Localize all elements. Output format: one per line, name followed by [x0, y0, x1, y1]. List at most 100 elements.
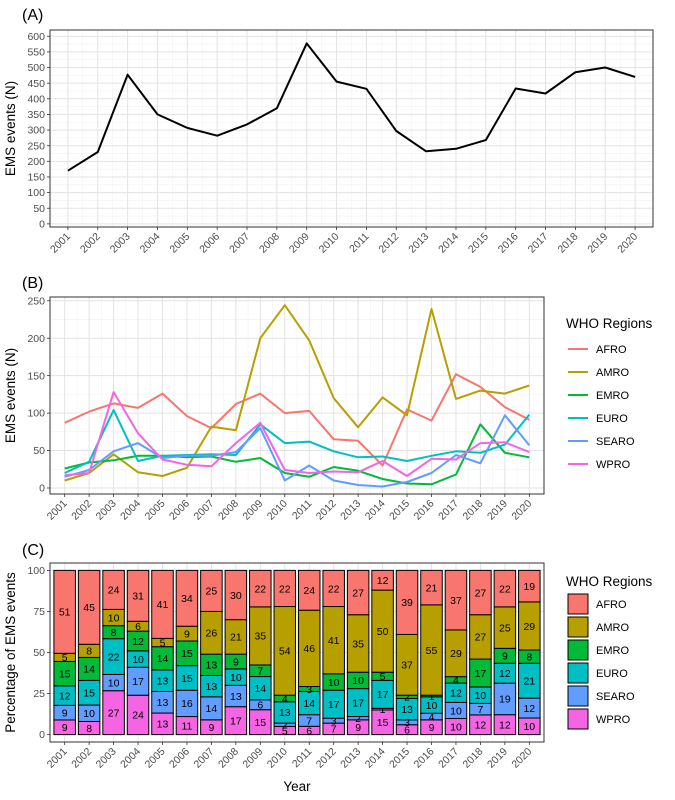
legend-label-wpro: WPRO	[596, 459, 631, 471]
data-label: 9	[502, 651, 508, 663]
x-tick-label: 2018	[461, 498, 486, 523]
legend-label-amro: AMRO	[596, 367, 629, 379]
data-label: 15	[181, 673, 193, 685]
data-label: 31	[132, 591, 144, 603]
data-label: 24	[108, 585, 120, 597]
panel-border	[49, 562, 545, 743]
x-tick-label: 2010	[265, 498, 290, 523]
legend-label-searo: SEARO	[596, 436, 635, 448]
y-tick-label: 400	[27, 93, 45, 105]
data-label: 22	[108, 651, 120, 663]
x-tick-label: 2016	[496, 231, 521, 256]
legend-label-euro: EURO	[596, 668, 628, 680]
bar-segment-afro	[469, 569, 492, 616]
panel-label-b: (B)	[22, 275, 43, 292]
data-label: 34	[181, 593, 193, 605]
x-tick-label: 2016	[412, 746, 437, 771]
bar-segment-afro	[224, 569, 248, 621]
legend-key-amro	[567, 616, 589, 638]
data-label: 3	[331, 715, 337, 727]
data-label: 7	[477, 704, 483, 716]
series-line-searo	[64, 414, 531, 488]
x-tick-label: 2017	[436, 746, 461, 771]
data-label: 10	[132, 654, 144, 666]
legend-key-emro	[567, 639, 589, 661]
panel-border	[49, 29, 654, 228]
data-label: 10	[450, 705, 462, 717]
data-label: 8	[111, 627, 117, 639]
data-label: 2	[355, 713, 361, 725]
legend-label-afro: AFRO	[596, 344, 627, 356]
panel-label-c: (C)	[22, 542, 44, 559]
bar-segment-afro	[493, 569, 517, 608]
bar-segment-afro	[102, 569, 125, 610]
series-line-total	[67, 42, 636, 172]
data-label: 5	[160, 637, 166, 649]
data-label: 14	[254, 683, 266, 695]
data-label: 27	[352, 587, 364, 599]
bar-segment-afro	[518, 569, 541, 603]
bar-segment-afro	[297, 569, 321, 611]
x-tick-label: 2008	[216, 746, 241, 771]
bar-segment-afro	[151, 569, 174, 639]
x-tick-label: 2003	[108, 231, 133, 256]
data-label: 7	[331, 724, 337, 736]
y-tick-label: 100	[27, 408, 45, 420]
panel-label-a: (A)	[22, 7, 43, 24]
x-tick-label: 2005	[167, 231, 192, 256]
bar-segment-afro	[77, 569, 101, 645]
legend-label-emro: EMRO	[596, 645, 629, 657]
data-label: 50	[377, 626, 389, 638]
x-tick-label: 2001	[48, 231, 73, 256]
data-label: 21	[523, 675, 535, 687]
x-tick-label: 2008	[216, 498, 241, 523]
data-label: 12	[132, 636, 144, 648]
panel-c-stacked-bar-chart: 0255075100991215551810151484527102281024…	[3, 562, 545, 794]
x-tick-label: 2002	[78, 231, 103, 256]
data-label: 54	[279, 646, 291, 658]
x-tick-label: 2007	[192, 746, 217, 771]
data-label: 10	[230, 672, 242, 684]
x-tick-label: 2008	[257, 231, 282, 256]
data-label: 9	[184, 628, 190, 640]
data-label: 22	[279, 583, 291, 595]
data-label: 4	[453, 675, 459, 687]
data-label: 12	[450, 688, 462, 700]
x-tick-label: 2004	[118, 498, 143, 523]
x-tick-label: 2010	[265, 746, 290, 771]
data-label: 12	[475, 720, 487, 732]
data-label: 6	[404, 724, 410, 736]
y-tick-label: 300	[27, 125, 45, 137]
x-tick-label: 2016	[412, 498, 437, 523]
data-label: 10	[108, 612, 120, 624]
x-tick-label: 2018	[556, 231, 581, 256]
data-label: 15	[59, 668, 71, 680]
series-line-emro	[64, 423, 530, 486]
y-axis-title: EMS events (N)	[3, 348, 18, 443]
data-label: 45	[83, 602, 95, 614]
data-label: 25	[499, 622, 511, 634]
bar-segment-afro	[322, 569, 345, 608]
bar-segment-afro	[395, 569, 419, 635]
series-line-amro	[64, 304, 530, 482]
data-label: 51	[59, 607, 71, 619]
y-tick-label: 100	[27, 187, 45, 199]
data-label: 17	[328, 699, 340, 711]
data-label: 12	[499, 668, 511, 680]
x-tick-label: 2001	[45, 498, 70, 523]
data-label: 27	[108, 707, 120, 719]
data-label: 21	[426, 582, 438, 594]
bar-segment-afro	[273, 569, 297, 608]
data-label: 17	[132, 676, 144, 688]
y-tick-label: 0	[39, 483, 45, 495]
data-label: 19	[523, 581, 535, 593]
data-label: 9	[233, 656, 239, 668]
data-label: 13	[279, 707, 291, 719]
y-tick-label: 350	[27, 109, 45, 121]
y-tick-label: 500	[27, 62, 45, 74]
panel-border	[49, 296, 545, 495]
x-tick-label: 2012	[376, 231, 401, 256]
x-tick-label: 2015	[387, 498, 412, 523]
x-tick-label: 2010	[317, 231, 342, 256]
